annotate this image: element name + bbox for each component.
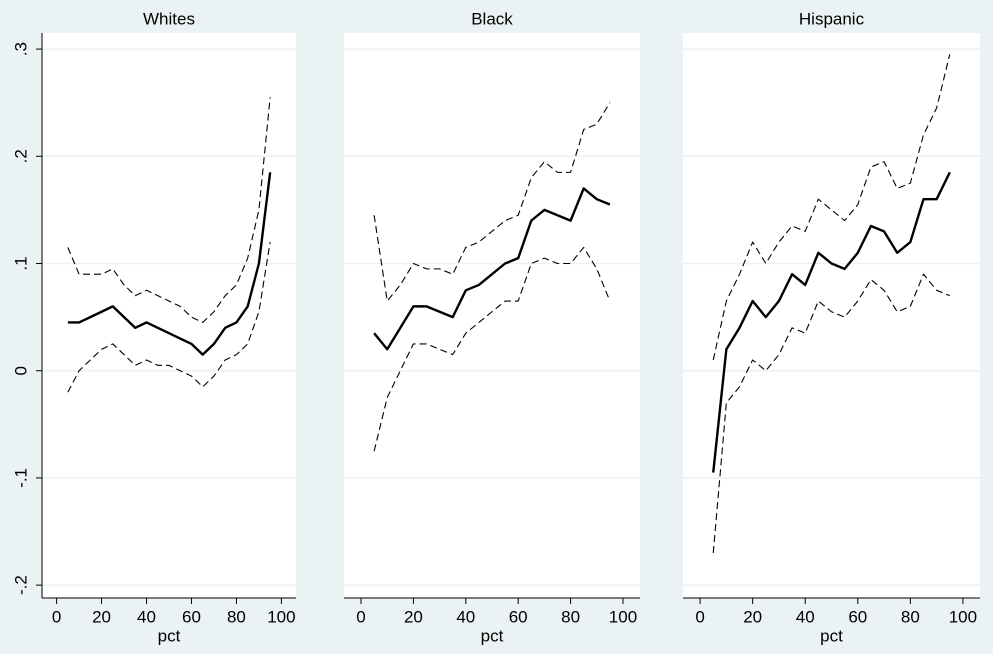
x-tick-label: 60 xyxy=(848,607,867,626)
line-series xyxy=(67,97,271,324)
panel-title: Black xyxy=(471,9,513,28)
x-tick-label: 100 xyxy=(267,607,295,626)
y-tick-label: .2 xyxy=(11,149,30,163)
y-tick-label: .3 xyxy=(11,42,30,56)
x-tick-label: 60 xyxy=(182,607,201,626)
x-tick-label: 20 xyxy=(92,607,111,626)
plot-region xyxy=(683,33,980,598)
x-tick-label: 40 xyxy=(137,607,156,626)
plot-region xyxy=(42,33,296,598)
x-tick-label: 60 xyxy=(509,607,528,626)
x-tick-label: 80 xyxy=(227,607,246,626)
line-series xyxy=(67,241,271,393)
x-tick-label: 80 xyxy=(561,607,580,626)
line-series xyxy=(373,187,611,351)
y-tick-label: .1 xyxy=(11,256,30,270)
x-tick-label: 100 xyxy=(609,607,637,626)
panel-title: Hispanic xyxy=(799,9,865,28)
x-tick-label: 40 xyxy=(456,607,475,626)
y-tick-label: -.2 xyxy=(11,575,30,595)
x-tick-label: 40 xyxy=(796,607,815,626)
x-axis-label: pct xyxy=(158,626,181,645)
x-tick-label: 0 xyxy=(356,607,365,626)
panel-title: Whites xyxy=(143,9,195,28)
line-series xyxy=(712,171,951,473)
line-series xyxy=(712,273,950,554)
x-tick-label: 20 xyxy=(404,607,423,626)
x-axis-label: pct xyxy=(820,626,843,645)
line-series xyxy=(712,54,951,361)
plot-region xyxy=(344,33,640,598)
x-tick-label: 20 xyxy=(743,607,762,626)
y-tick-label: 0 xyxy=(11,366,30,375)
x-tick-label: 100 xyxy=(949,607,977,626)
x-tick-label: 0 xyxy=(52,607,61,626)
line-series xyxy=(67,172,272,356)
x-tick-label: 80 xyxy=(901,607,920,626)
line-series xyxy=(373,246,611,452)
y-tick-label: -.1 xyxy=(11,468,30,488)
line-series xyxy=(373,102,611,302)
x-tick-label: 0 xyxy=(695,607,704,626)
x-axis-label: pct xyxy=(481,626,504,645)
